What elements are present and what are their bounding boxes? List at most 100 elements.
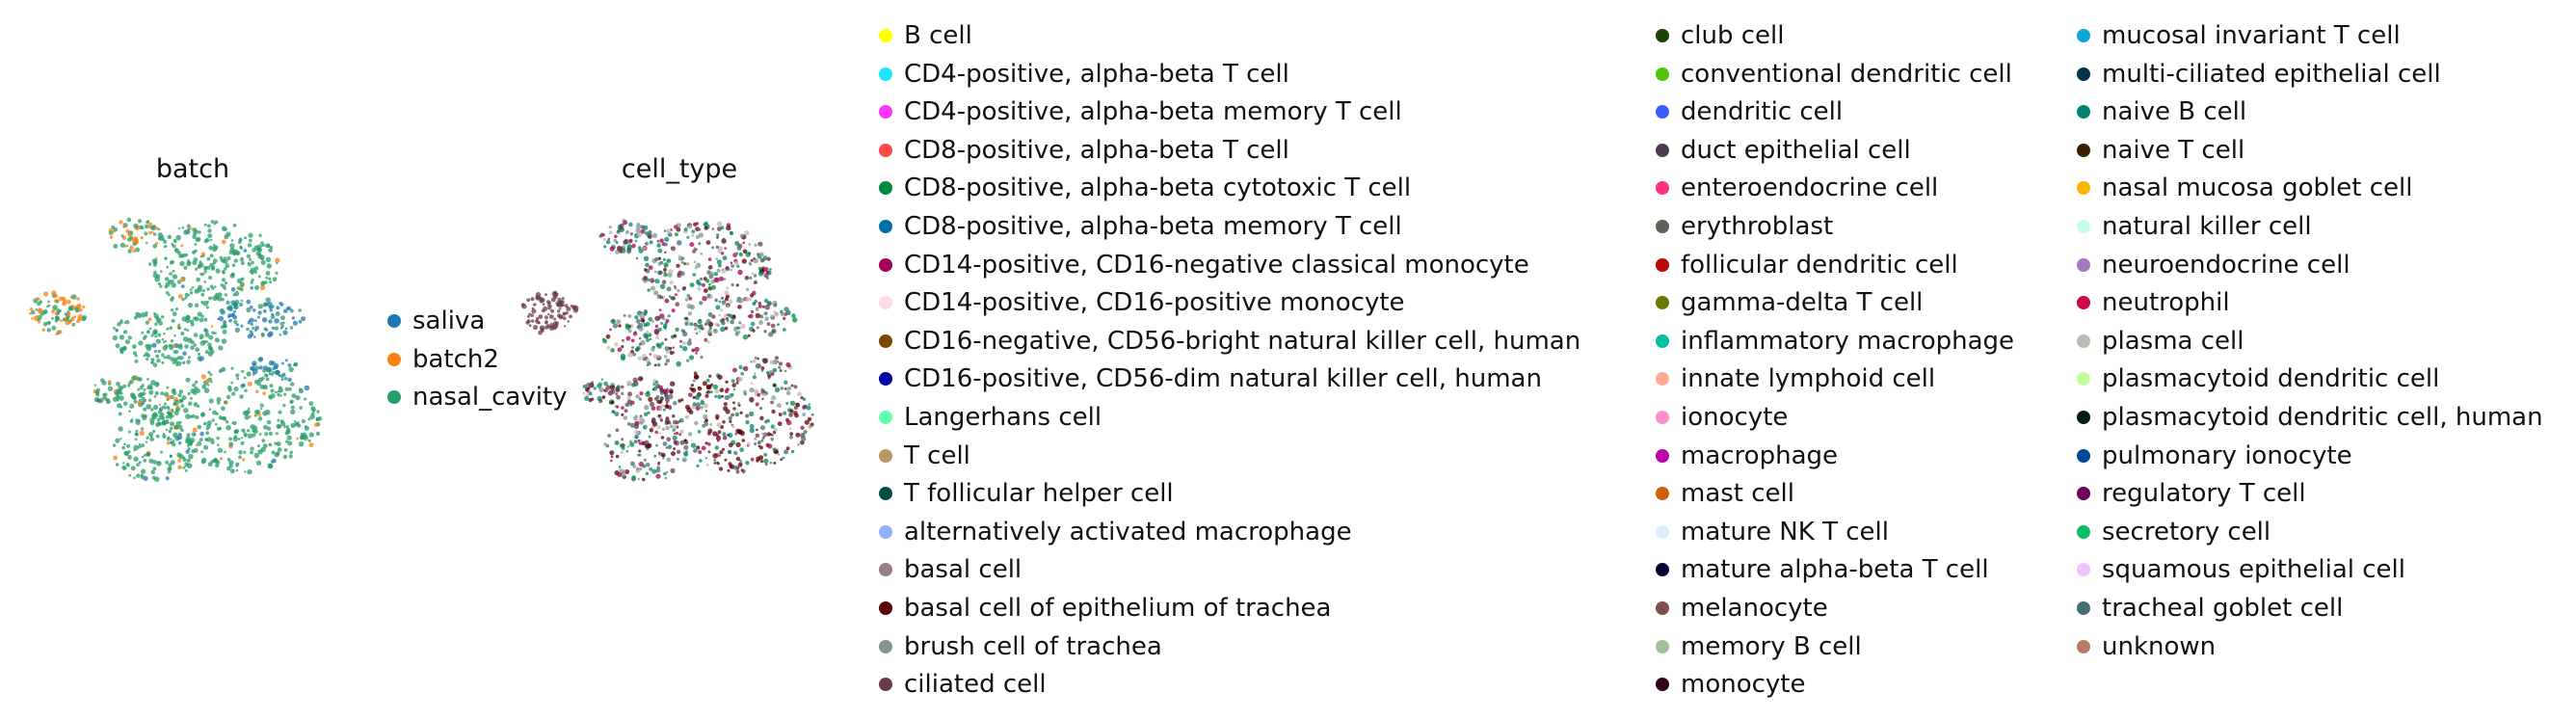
scatter-point	[603, 388, 608, 393]
scatter-point	[547, 301, 551, 306]
scatter-point	[606, 345, 611, 350]
scatter-point	[243, 450, 247, 454]
legend-label: CD8-positive, alpha-beta cytotoxic T cel…	[904, 173, 1412, 203]
scatter-point	[164, 256, 168, 260]
scatter-point	[209, 262, 214, 268]
scatter-point	[663, 262, 669, 268]
scatter-point	[127, 249, 132, 253]
scatter-point	[182, 466, 186, 469]
scatter-point	[165, 460, 170, 465]
scatter-point	[640, 312, 645, 317]
scatter-point	[626, 382, 631, 387]
scatter-point	[146, 436, 149, 440]
scatter-point	[257, 310, 262, 315]
scatter-point	[635, 394, 640, 399]
scatter-point	[560, 315, 564, 318]
scatter-point	[683, 262, 686, 265]
legend-marker	[879, 257, 892, 272]
scatter-point	[665, 446, 669, 449]
scatter-point	[192, 383, 197, 387]
scatter-point	[697, 286, 702, 291]
scatter-point	[181, 395, 187, 401]
scatter-point	[271, 312, 275, 316]
scatter-point	[785, 390, 791, 396]
scatter-point	[624, 409, 628, 413]
legend-item-squamous-epithelial-cell: squamous epithelial cell	[2077, 553, 2405, 586]
scatter-point	[71, 322, 76, 327]
scatter-point	[155, 241, 159, 246]
scatter-point	[591, 381, 594, 384]
legend-label: CD8-positive, alpha-beta T cell	[904, 135, 1289, 165]
scatter-point	[288, 454, 293, 459]
scatter-point	[290, 409, 296, 414]
scatter-point	[738, 364, 743, 370]
scatter-point	[258, 365, 263, 370]
scatter-point	[246, 253, 252, 258]
scatter-point	[810, 413, 814, 416]
scatter-point	[684, 321, 689, 327]
scatter-point	[228, 460, 234, 466]
scatter-point	[182, 458, 187, 463]
scatter-point	[694, 327, 698, 331]
legend-label: club cell	[1681, 21, 1785, 50]
scatter-point	[695, 222, 700, 226]
scatter-point	[629, 441, 635, 447]
scatter-point	[201, 384, 207, 389]
scatter-point	[171, 282, 176, 288]
scatter-point	[179, 356, 184, 360]
scatter-point	[231, 312, 235, 316]
scatter-point	[619, 226, 624, 230]
scatter-point	[704, 457, 708, 460]
scatter-point	[789, 435, 793, 440]
scatter-point	[652, 418, 656, 422]
legend-label: gamma-delta T cell	[1681, 288, 1924, 318]
scatter-point	[729, 299, 733, 304]
scatter-point	[231, 263, 236, 267]
scatter-point	[238, 287, 242, 291]
scatter-point	[269, 308, 273, 312]
scatter-point	[130, 466, 136, 471]
scatter-point	[124, 339, 130, 345]
scatter-point	[197, 440, 202, 446]
scatter-point	[251, 260, 254, 265]
scatter-point	[748, 243, 752, 246]
scatter-point	[268, 442, 273, 447]
scatter-point	[643, 458, 647, 462]
scatter-point	[41, 328, 46, 332]
scatter-point	[186, 224, 191, 228]
scatter-point	[533, 303, 537, 307]
scatter-point	[716, 221, 723, 227]
scatter-point	[185, 449, 190, 454]
scatter-point	[189, 319, 195, 325]
scatter-point	[296, 421, 300, 425]
scatter-point	[752, 329, 756, 333]
scatter-point	[719, 308, 724, 312]
scatter-point	[182, 336, 189, 342]
scatter-point	[135, 429, 139, 433]
scatter-point	[655, 443, 658, 447]
scatter-point	[197, 424, 202, 430]
scatter-point	[544, 321, 548, 325]
scatter-point	[632, 377, 638, 383]
scatter-point	[544, 315, 548, 320]
scatter-point	[701, 445, 706, 451]
scatter-point	[673, 432, 677, 436]
scatter-point	[203, 280, 207, 283]
scatter-point	[161, 360, 165, 364]
legend-item-multi-ciliated-epithelial-cell: multi-ciliated epithelial cell	[2077, 58, 2441, 91]
scatter-point	[716, 259, 722, 265]
scatter-point	[657, 413, 662, 417]
scatter-point	[732, 367, 737, 373]
scatter-point	[736, 326, 740, 330]
scatter-point	[605, 333, 611, 339]
scatter-point	[199, 438, 203, 442]
scatter-point	[217, 447, 224, 453]
scatter-point	[754, 437, 757, 440]
scatter-point	[166, 394, 172, 400]
scatter-point	[660, 452, 666, 458]
scatter-point	[272, 277, 278, 282]
scatter-point	[249, 238, 252, 243]
scatter-point	[718, 276, 724, 281]
legend-marker	[879, 181, 892, 196]
scatter-point	[631, 243, 636, 249]
